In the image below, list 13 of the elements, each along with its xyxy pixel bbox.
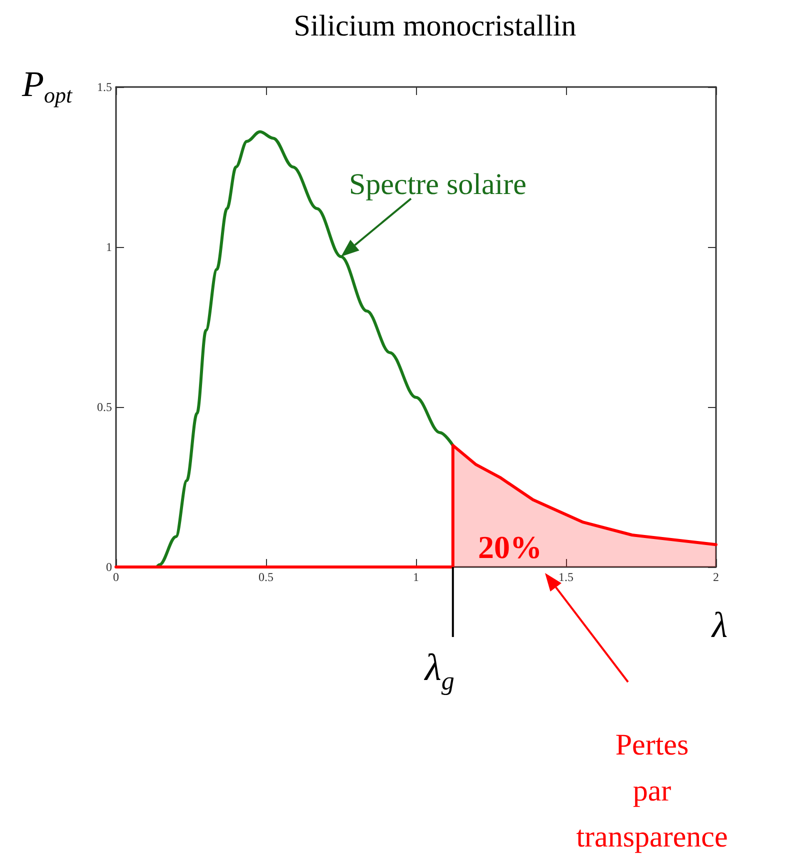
y-tick-label: 1 [106,240,112,254]
y-tick-label: 1.5 [97,80,112,94]
x-tick-label: 1 [413,570,419,584]
y-tick-label: 0.5 [97,400,112,414]
x-tick-label: 1.5 [558,570,574,584]
x-tick-label: 0.5 [258,570,274,584]
x-tick-label: 2 [713,570,719,584]
annotation: Spectre solaire [349,168,526,202]
y-tick-label: 0 [106,560,112,574]
text: Pertes par transparence [576,728,728,854]
x-axis-title: λ [711,605,728,645]
annotation: 20% [478,529,542,565]
chart-title: Silicium monocristallin [294,10,576,42]
